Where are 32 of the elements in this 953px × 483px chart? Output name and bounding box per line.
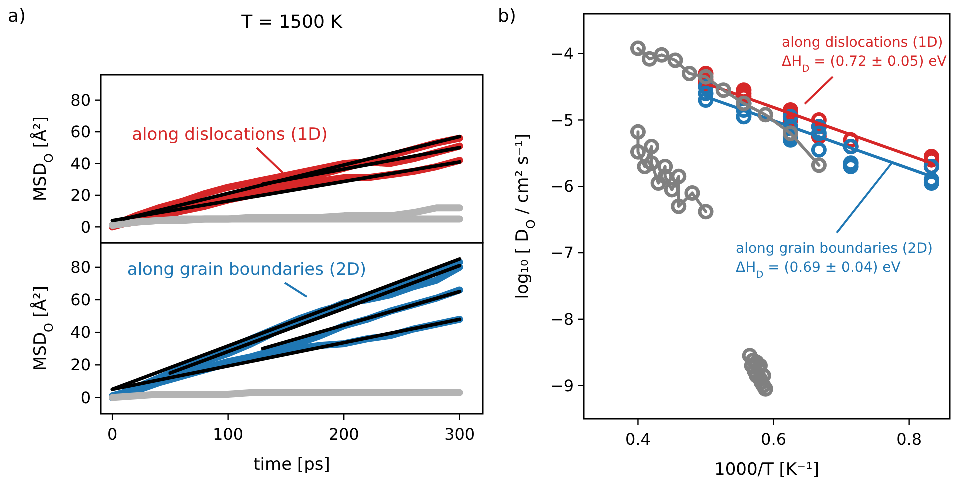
x-tick-label: 200 [328,425,360,444]
y-tick-label: 40 [70,323,91,342]
y-tick-label: −7 [550,244,574,263]
y-tick-label: −8 [550,310,574,330]
y-tick-label: 20 [70,356,91,375]
y-tick-label: 60 [70,122,91,142]
y-tick-label: 0 [80,388,91,408]
y-tick-label: −6 [550,177,574,196]
y-tick-label: 40 [70,154,91,174]
text: a) [8,6,26,27]
y-tick-label: 0 [80,218,91,237]
text: b) [498,6,516,27]
y-tick-label: 60 [70,290,91,310]
y-tick-label: 80 [70,258,91,278]
x-tick-label: 0.6 [761,430,787,449]
x-tick-label: 300 [444,425,476,444]
y-tick-label: 80 [70,90,91,110]
annotation: along grain boundaries (2D) [127,260,367,280]
x-tick-label: 0.8 [896,430,922,449]
x-axis-title: 1000/T [K⁻¹] [714,460,820,480]
x-tick-label: 0.4 [625,430,651,449]
x-tick-label: 0 [107,425,118,444]
y-tick-label: −4 [550,44,574,64]
chart-title: T = 1500 K [240,12,344,33]
annotation: along grain boundaries (2D) ΔH$_{D}$ = (0.69 ± 0.04) eV [736,241,933,280]
annotation: along dislocations (1D) ΔH$_{D}$ = (0.72 ± 0.05) eV [782,35,948,74]
x-axis-title: time [ps] [254,455,330,475]
y-tick-label: −9 [550,376,574,396]
annotation: along dislocations (1D) [132,125,328,145]
y-tick-label: 20 [70,186,91,206]
y-tick-label: −5 [550,110,574,130]
x-tick-label: 100 [213,425,244,444]
